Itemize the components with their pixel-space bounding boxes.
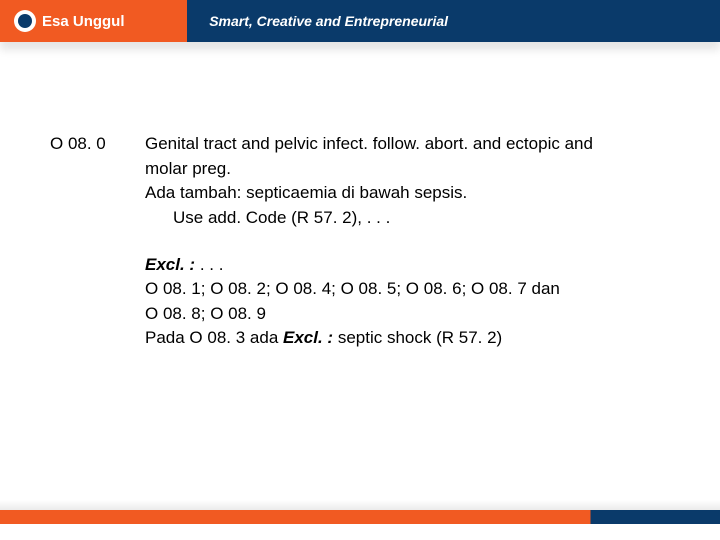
excl-dots: . . . [195,255,223,274]
pada-excl: Excl. : [283,328,333,347]
header-tagline: Smart, Creative and Entrepreneurial [187,13,448,29]
pada-suffix: septic shock (R 57. 2) [333,328,502,347]
entry-text: Genital tract and pelvic infect. follow.… [145,132,670,231]
note-line-1: Ada tambah: septicaemia di bawah sepsis. [145,181,670,206]
logo-area: Esa Unggul [0,0,187,42]
excl-label: Excl. : [145,255,195,274]
bottom-bar [0,510,720,524]
bottom-shadow [0,500,720,510]
entry-code: O 08. 0 [50,132,145,231]
excl-line: Excl. : . . . [145,253,670,278]
excl-row: Excl. : . . . O 08. 1; O 08. 2; O 08. 4;… [50,253,670,352]
excl-spacer [50,253,145,352]
codes-line-2: O 08. 8; O 08. 9 [145,302,670,327]
slide-header: Esa Unggul Smart, Creative and Entrepren… [0,0,720,42]
pada-line: Pada O 08. 3 ada Excl. : septic shock (R… [145,326,670,351]
slide-content: O 08. 0 Genital tract and pelvic infect.… [0,42,720,351]
excl-text: Excl. : . . . O 08. 1; O 08. 2; O 08. 4;… [145,253,670,352]
pada-prefix: Pada O 08. 3 ada [145,328,283,347]
logo-icon [14,10,36,32]
codes-line-1: O 08. 1; O 08. 2; O 08. 4; O 08. 5; O 08… [145,277,670,302]
title-line-2: molar preg. [145,157,670,182]
entry-row: O 08. 0 Genital tract and pelvic infect.… [50,132,670,231]
note-line-2: Use add. Code (R 57. 2), . . . [145,206,670,231]
title-line-1: Genital tract and pelvic infect. follow.… [145,132,670,157]
logo-text: Esa Unggul [42,13,125,30]
